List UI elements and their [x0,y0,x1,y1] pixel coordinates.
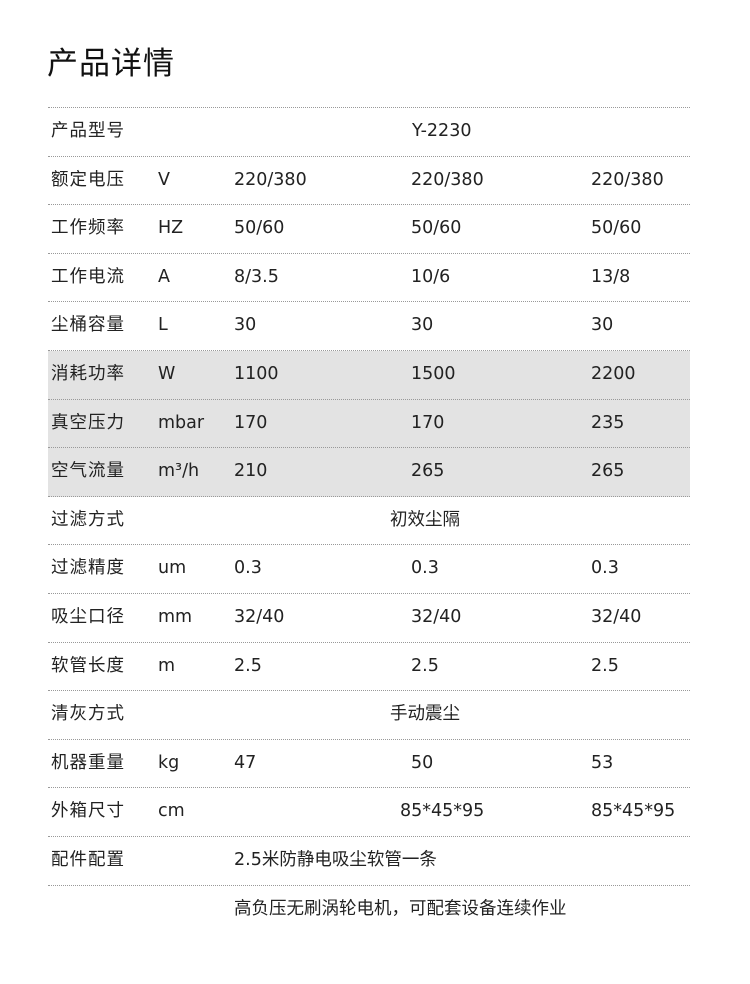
row-value: 235 [591,412,625,433]
row-value: 50/60 [411,218,462,239]
page-title: 产品详情 [47,46,175,82]
row-label: 空气流量 [51,461,125,482]
row-wide-value: 2.5米防静电吸尘软管一条 [234,849,437,870]
row-value: 30 [411,315,434,336]
row-value: 210 [234,461,268,482]
row-merged-value: 手动震尘 [390,704,460,725]
row-value: 1100 [234,363,279,384]
row-unit: V [158,169,170,190]
row-value: 50/60 [591,218,642,239]
row-value: 85*45*95 [400,801,485,822]
row-value: 47 [234,752,257,773]
row-label: 尘桶容量 [51,315,125,336]
row-value: 2.5 [411,655,439,676]
row-value: 2.5 [591,655,619,676]
row-value: 32/40 [234,606,285,627]
table-row: 工作频率 HZ 50/60 50/60 50/60 [48,205,690,254]
table-row: 软管长度 m 2.5 2.5 2.5 [48,643,690,692]
row-value: 2200 [591,363,636,384]
row-value: 220/380 [234,169,307,190]
table-row: 产品型号 Y-2230 [48,108,690,157]
row-unit: kg [158,752,180,773]
row-value: 8/3.5 [234,266,279,287]
row-value: 220/380 [591,169,664,190]
table-row: 空气流量 m³/h 210 265 265 [48,448,690,497]
table-row: 吸尘口径 mm 32/40 32/40 32/40 [48,594,690,643]
row-value: 50/60 [234,218,285,239]
row-value: 30 [591,315,614,336]
row-unit: A [158,266,170,287]
table-row: 消耗功率 W 1100 1500 2200 [48,350,690,400]
row-unit: HZ [158,218,184,239]
row-value: 32/40 [411,606,462,627]
row-unit: W [158,363,176,384]
row-label: 消耗功率 [51,363,125,384]
row-value: 170 [234,412,268,433]
row-label: 配件配置 [51,849,125,870]
row-label: 工作频率 [51,218,125,239]
table-row: 机器重量 kg 47 50 53 [48,740,690,789]
table-row: 过滤精度 um 0.3 0.3 0.3 [48,545,690,594]
row-value: 10/6 [411,266,451,287]
row-merged-value: Y-2230 [412,121,472,141]
row-value: 53 [591,752,614,773]
row-label: 过滤方式 [51,509,125,530]
row-value: 170 [411,412,445,433]
row-label: 工作电流 [51,266,125,287]
table-row: 过滤方式 初效尘隔 [48,497,690,546]
row-label: 真空压力 [51,412,125,433]
row-value: 220/380 [411,169,484,190]
table-row: 配件配置 2.5米防静电吸尘软管一条 [48,837,690,886]
row-unit: m [158,655,176,676]
row-label: 清灰方式 [51,704,125,725]
row-value: 85*45*95 [591,801,676,822]
row-value: 0.3 [234,558,262,579]
spec-table: 产品型号 Y-2230 额定电压 V 220/380 220/380 220/380 工作频率… [48,107,690,933]
table-row: 高负压无刷涡轮电机，可配套设备连续作业 [48,886,690,934]
table-row: 外箱尺寸 cm 85*45*95 85*45*95 [48,788,690,837]
row-unit: mbar [158,412,205,433]
row-value: 1500 [411,363,456,384]
row-label: 吸尘口径 [51,606,125,627]
row-value: 0.3 [591,558,619,579]
row-unit: L [158,315,168,336]
row-merged-value: 初效尘隔 [390,509,460,530]
row-value: 265 [411,461,445,482]
row-label: 机器重量 [51,752,125,773]
row-unit: um [158,558,187,579]
row-label: 产品型号 [51,121,125,141]
row-value: 265 [591,461,625,482]
table-row: 工作电流 A 8/3.5 10/6 13/8 [48,254,690,303]
row-value: 2.5 [234,655,262,676]
table-row: 真空压力 mbar 170 170 235 [48,399,690,449]
row-unit: mm [158,606,193,627]
table-row: 尘桶容量 L 30 30 30 [48,302,690,351]
table-row: 清灰方式 手动震尘 [48,691,690,740]
row-value: 0.3 [411,558,439,579]
row-label: 外箱尺寸 [51,801,125,822]
row-value: 32/40 [591,606,642,627]
row-value: 13/8 [591,266,631,287]
row-label: 额定电压 [51,169,125,190]
row-label: 过滤精度 [51,558,125,579]
row-label: 软管长度 [51,655,125,676]
row-value: 30 [234,315,257,336]
row-unit: m³/h [158,461,200,482]
row-value: 50 [411,752,434,773]
table-row: 额定电压 V 220/380 220/380 220/380 [48,157,690,206]
row-unit: cm [158,801,185,822]
row-wide-value: 高负压无刷涡轮电机，可配套设备连续作业 [234,898,567,919]
